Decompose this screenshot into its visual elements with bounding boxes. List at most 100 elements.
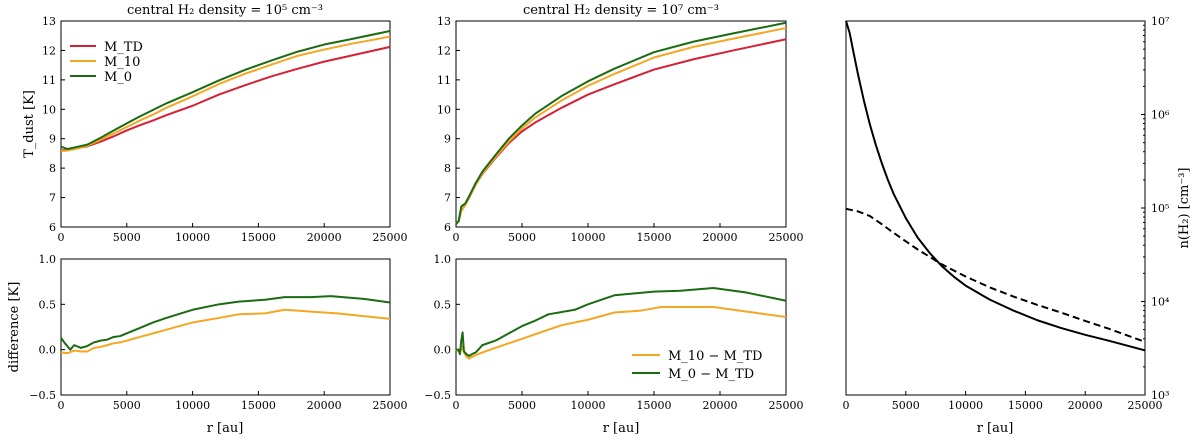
y-tick-label: 10³ <box>1151 389 1169 402</box>
y-axis-label: T_dust [K] <box>22 90 37 158</box>
series-line-1 <box>455 27 787 225</box>
x-tick-label: 5000 <box>113 399 141 412</box>
x-tick-label: 5000 <box>508 231 536 244</box>
y-tick-label: 13 <box>437 15 451 28</box>
x-tick-label: 5000 <box>113 231 141 244</box>
y-tick-label: 6 <box>444 221 451 234</box>
x-tick-label: 20000 <box>307 399 342 412</box>
series-group <box>455 287 787 360</box>
x-tick-label: 5000 <box>892 399 920 412</box>
x-tick-label: 15000 <box>637 231 672 244</box>
x-ticks: 0 5000 10000 15000 20000 25000 <box>58 223 408 244</box>
x-tick-label: 0 <box>58 231 65 244</box>
series-group <box>455 21 787 225</box>
x-tick-label: 20000 <box>307 231 342 244</box>
panel-top-left: central H₂ density = 10⁵ cm⁻³ T_dust [K]… <box>22 3 408 244</box>
y-tick-label: 10⁵ <box>1151 202 1169 215</box>
x-tick-label: 25000 <box>1128 399 1163 412</box>
series-line-1 <box>845 207 1146 343</box>
x-tick-label: 0 <box>453 399 460 412</box>
panel-top-middle: central H₂ density = 10⁷ cm⁻³ 0 5000 10000… <box>437 3 804 244</box>
x-tick-label: 0 <box>58 399 65 412</box>
y-tick-label: 1.0 <box>434 253 452 266</box>
y-ticks: 6 7 8 9 10 11 12 13 <box>437 15 460 234</box>
x-ticks: 0 5000 10000 15000 20000 25000 <box>58 391 408 412</box>
y-tick-label: 10⁶ <box>1151 109 1170 122</box>
y-tick-label: 8 <box>49 162 56 175</box>
y-tick-label: 0.0 <box>39 344 57 357</box>
x-tick-label: 10000 <box>571 231 606 244</box>
series-line-1 <box>60 35 391 153</box>
y-tick-label: 10 <box>42 103 56 116</box>
y-tick-label: −0.5 <box>424 389 451 402</box>
x-tick-label: 0 <box>453 231 460 244</box>
panel-bottom-middle: r [au] 0 5000 10000 15000 20000 25000 −0.5 0.0… <box>424 253 803 436</box>
y-ticks: 10³ 10⁴ 10⁵ 10⁶ 10⁷ <box>1141 15 1170 402</box>
x-tick-label: 15000 <box>1008 399 1043 412</box>
y-tick-label: 12 <box>437 44 451 57</box>
y-axis-label: difference [K] <box>7 282 22 373</box>
y-tick-label: 0.5 <box>434 298 452 311</box>
x-tick-label: 25000 <box>373 399 408 412</box>
x-tick-label: 25000 <box>769 399 804 412</box>
x-axis-label: r [au] <box>977 421 1014 436</box>
series-group <box>845 20 1146 352</box>
y-ticks: −0.5 0.0 0.5 1.0 <box>424 253 460 402</box>
axes-frame <box>60 20 391 228</box>
legend: M_10 − M_TD M_0 − M_TD <box>632 349 762 382</box>
y-tick-label: 12 <box>42 44 56 57</box>
y-tick-label: 8 <box>444 162 451 175</box>
axes-frame <box>60 258 391 396</box>
legend-label-m-10-diff: M_10 − M_TD <box>668 349 762 364</box>
y-tick-label: 9 <box>49 133 56 146</box>
x-ticks: 0 5000 10000 15000 20000 25000 <box>843 391 1163 412</box>
y-tick-label: 1.0 <box>39 253 57 266</box>
x-axis-label: r [au] <box>207 421 244 436</box>
y-tick-label: 9 <box>444 133 451 146</box>
legend-label-m-0: M_0 <box>104 70 132 85</box>
y-tick-label: 6 <box>49 221 56 234</box>
x-tick-label: 20000 <box>703 231 738 244</box>
series-line-2 <box>455 21 787 225</box>
y-tick-label: 10 <box>437 103 451 116</box>
legend: M_TD M_10 M_0 <box>70 40 143 85</box>
x-tick-label: 25000 <box>769 231 804 244</box>
axes-frame <box>455 20 787 228</box>
x-tick-label: 15000 <box>241 399 276 412</box>
y-tick-label: −0.5 <box>29 389 56 402</box>
y-tick-label: 10⁷ <box>1151 15 1170 28</box>
y-axis-label: n(H₂) [cm⁻³] <box>1177 167 1192 248</box>
axes-frame <box>455 258 787 396</box>
x-tick-label: 10000 <box>175 231 210 244</box>
x-tick-label: 15000 <box>241 231 276 244</box>
series-line-1 <box>456 287 787 358</box>
panel-bottom-left: difference [K] r [au] 0 5000 10000 15000 200… <box>7 253 408 436</box>
series-line-2 <box>60 30 391 151</box>
y-ticks: 6 7 8 9 10 11 12 13 <box>42 15 65 234</box>
panel-title: central H₂ density = 10⁷ cm⁻³ <box>523 3 719 18</box>
y-tick-label: 11 <box>42 74 56 87</box>
x-tick-label: 10000 <box>571 399 606 412</box>
y-tick-label: 13 <box>42 15 56 28</box>
x-tick-label: 20000 <box>703 399 738 412</box>
x-tick-label: 15000 <box>637 399 672 412</box>
y-tick-label: 0.5 <box>39 298 57 311</box>
legend-label-m-0-diff: M_0 − M_TD <box>668 367 754 382</box>
y-tick-label: 11 <box>437 74 451 87</box>
panel-title: central H₂ density = 10⁵ cm⁻³ <box>127 3 323 18</box>
y-tick-label: 0.0 <box>434 344 452 357</box>
y-tick-label: 10⁴ <box>1151 296 1170 309</box>
x-tick-label: 10000 <box>175 399 210 412</box>
y-tick-label: 7 <box>49 192 56 205</box>
series-group <box>60 30 391 153</box>
x-ticks: 0 5000 10000 15000 20000 25000 <box>453 223 804 244</box>
series-line-0 <box>60 308 391 355</box>
x-axis-label: r [au] <box>603 421 640 436</box>
legend-label-m-td: M_TD <box>104 40 143 55</box>
x-tick-label: 20000 <box>1068 399 1103 412</box>
y-ticks: −0.5 0.0 0.5 1.0 <box>29 253 65 402</box>
series-line-1 <box>60 295 391 351</box>
series-line-0 <box>845 20 1146 352</box>
panel-right: n(H₂) [cm⁻³] r [au] 0 5000 10000 15000 20000… <box>843 15 1193 436</box>
